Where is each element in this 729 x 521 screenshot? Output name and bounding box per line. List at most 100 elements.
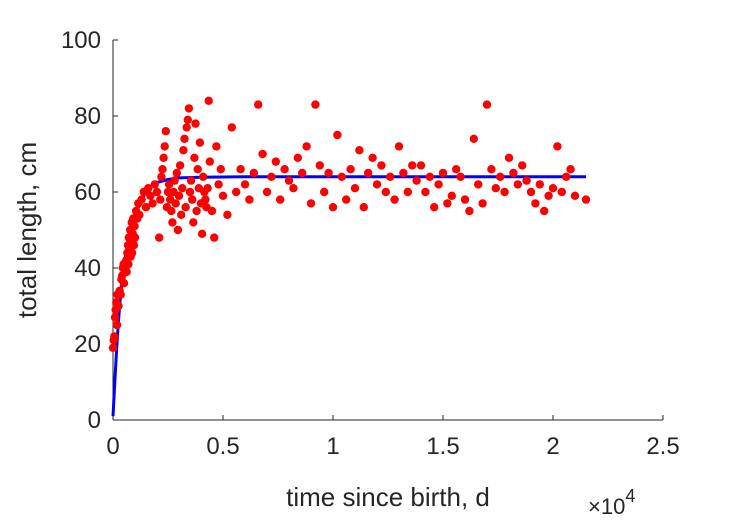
data-point (168, 218, 177, 227)
data-point (509, 168, 518, 178)
data-point (513, 180, 522, 189)
data-point (447, 191, 456, 200)
data-point (245, 195, 254, 204)
data-point (293, 153, 302, 162)
data-point (478, 199, 487, 208)
x-ticks: 0 0.5 1 1.5 2 2.5 (106, 415, 680, 460)
data-point (156, 195, 165, 204)
data-point (205, 157, 214, 166)
data-point (581, 195, 591, 204)
data-point (430, 203, 439, 212)
data-point (298, 168, 307, 178)
data-point (350, 184, 360, 193)
data-point (544, 191, 553, 200)
data-point (346, 165, 355, 174)
data-point (191, 119, 200, 128)
data-point (130, 222, 139, 231)
data-point (421, 187, 430, 197)
data-point (368, 153, 377, 162)
data-point (210, 233, 219, 242)
data-point (496, 172, 505, 181)
data-point (201, 195, 210, 204)
data-point (189, 218, 198, 227)
data-point (491, 184, 500, 193)
data-point (178, 184, 187, 193)
x-multiplier-base: ×10 (588, 494, 625, 519)
data-point (504, 153, 514, 162)
x-multiplier-exponent: 4 (625, 486, 635, 506)
data-point (394, 142, 404, 151)
data-point (173, 225, 183, 235)
data-point (562, 172, 571, 181)
data-point (390, 195, 399, 204)
data-point (114, 301, 123, 311)
scatter-points (108, 96, 591, 352)
data-point (267, 172, 276, 181)
y-tick-label: 60 (74, 179, 101, 206)
x-tick-label: 2 (546, 433, 559, 460)
data-point (167, 206, 176, 216)
data-point (381, 187, 390, 197)
x-tick-label: 1.5 (426, 433, 459, 460)
data-point (184, 104, 194, 113)
x-tick-label: 2.5 (646, 433, 679, 460)
y-tick-label: 100 (61, 27, 101, 54)
data-point (122, 267, 131, 276)
data-point (216, 165, 225, 174)
data-point (179, 146, 188, 155)
data-point (185, 187, 195, 197)
data-point (144, 184, 153, 193)
data-point (218, 191, 228, 200)
data-point (276, 195, 285, 204)
data-point (170, 176, 179, 185)
data-point (280, 165, 289, 174)
data-point (193, 165, 202, 174)
data-point (177, 210, 186, 219)
data-point (150, 180, 159, 189)
y-tick-label: 40 (74, 255, 101, 282)
data-point (482, 100, 492, 109)
data-point (108, 343, 118, 352)
data-point (195, 138, 205, 147)
data-point (456, 172, 465, 181)
data-point (155, 233, 164, 242)
data-point (399, 168, 408, 178)
data-point (240, 180, 250, 189)
data-point (522, 176, 531, 185)
data-point (223, 210, 232, 219)
data-point (258, 149, 267, 159)
data-point (190, 153, 199, 162)
data-point (197, 229, 207, 238)
data-point (172, 168, 181, 178)
data-point (236, 165, 245, 174)
y-tick-label: 80 (74, 103, 101, 130)
data-point (116, 290, 125, 299)
data-point (408, 161, 417, 170)
data-point (188, 195, 197, 204)
data-point (518, 161, 527, 170)
x-axis-label: time since birth, d (286, 482, 490, 512)
data-point (232, 187, 241, 197)
data-point (110, 313, 120, 322)
data-point (119, 279, 129, 288)
data-point (152, 187, 162, 197)
data-point (157, 172, 166, 181)
data-point (254, 100, 263, 109)
x-tick-label: 0 (106, 433, 119, 460)
data-point (129, 241, 139, 250)
data-point (141, 203, 151, 212)
x-tick-label: 0.5 (206, 433, 239, 460)
data-point (425, 172, 434, 181)
data-point (207, 206, 217, 216)
data-point (337, 172, 346, 181)
data-point (359, 203, 368, 212)
data-point (159, 153, 168, 162)
plot-area (108, 96, 591, 417)
data-point (469, 134, 478, 143)
data-point (535, 180, 544, 189)
x-multiplier: ×104 (588, 486, 635, 519)
data-point (183, 115, 192, 125)
data-point (180, 134, 189, 143)
data-point (158, 165, 167, 174)
data-point (249, 168, 258, 178)
